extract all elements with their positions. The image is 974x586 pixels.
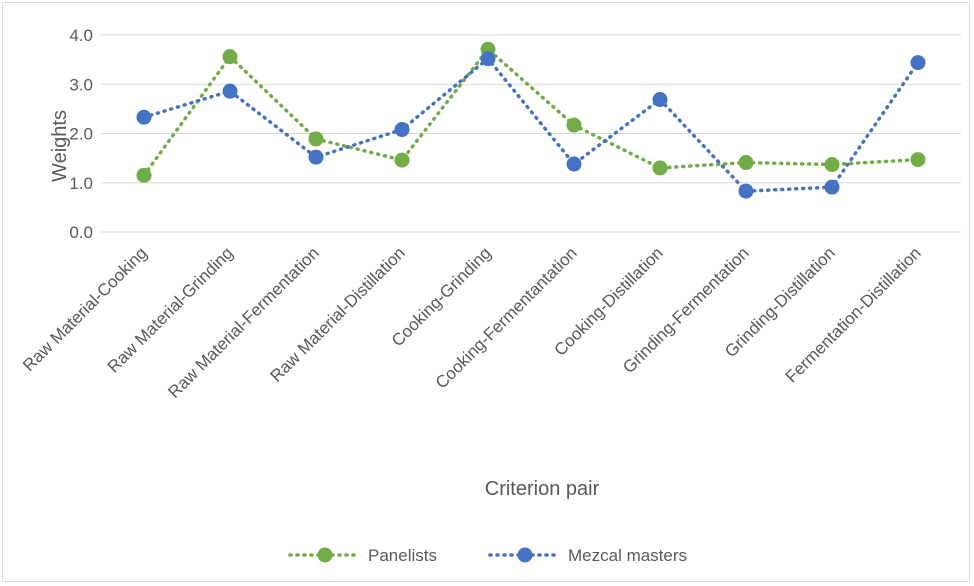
legend-label: Panelists — [368, 546, 437, 565]
data-point — [652, 92, 668, 108]
data-point — [910, 55, 926, 71]
data-point — [738, 155, 754, 171]
legend: Panelists Mezcal masters — [288, 546, 687, 565]
legend-marker — [317, 547, 333, 563]
data-point — [308, 149, 324, 165]
x-tick-label: Cooking-Fermentantation — [432, 243, 581, 392]
x-axis-label: Criterion pair — [485, 478, 600, 500]
gridlines — [101, 34, 961, 233]
data-point — [394, 152, 410, 168]
series-mezcal-masters — [136, 51, 926, 199]
data-point — [480, 51, 496, 67]
legend-label: Mezcal masters — [568, 546, 687, 565]
y-tick-label: 3.0 — [69, 75, 93, 94]
y-tick-label: 0.0 — [69, 223, 93, 242]
y-tick-label: 2.0 — [69, 125, 93, 144]
line-chart: 0.0 1.0 2.0 3.0 4.0 Raw Material-CookingRaw … — [19, 26, 961, 565]
series-line — [142, 56, 920, 193]
legend-entry: Panelists — [288, 546, 437, 565]
legend-entry: Mezcal masters — [488, 546, 687, 565]
y-axis-ticks: 0.0 1.0 2.0 3.0 4.0 — [69, 26, 93, 242]
data-point — [824, 179, 840, 195]
y-tick-label: 4.0 — [69, 26, 93, 45]
y-axis-label: Weights — [49, 110, 71, 182]
data-point — [910, 152, 926, 168]
data-point — [222, 83, 238, 99]
data-point — [652, 160, 668, 176]
data-point — [824, 157, 840, 173]
data-point — [738, 183, 754, 199]
data-point — [394, 122, 410, 138]
x-tick-label: Raw Material-Fermentation — [164, 243, 322, 401]
series-line — [142, 46, 920, 178]
data-point — [566, 156, 582, 172]
data-point — [136, 109, 152, 125]
data-point — [222, 49, 238, 65]
data-point — [136, 167, 152, 183]
legend-marker — [517, 547, 533, 563]
y-tick-label: 1.0 — [69, 174, 93, 193]
data-point — [566, 117, 582, 133]
series-layer — [136, 41, 926, 199]
data-point — [308, 131, 324, 147]
